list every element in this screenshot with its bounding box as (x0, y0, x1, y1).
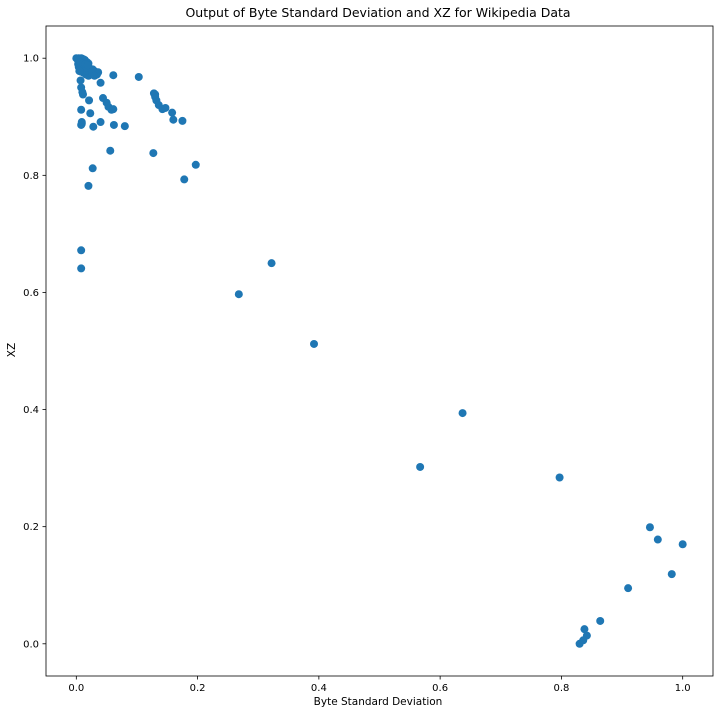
data-point (191, 160, 200, 169)
data-point (75, 67, 84, 76)
y-axis-ticks: 0.0 0.2 0.4 0.6 0.8 1.0 (23, 54, 46, 650)
data-point (310, 339, 319, 348)
data-point (678, 540, 687, 549)
data-point (83, 61, 92, 70)
y-tick-label: 0.4 (23, 405, 39, 416)
x-tick-label: 1.0 (675, 683, 691, 694)
data-point (109, 71, 118, 80)
data-point (653, 535, 662, 544)
data-point (134, 72, 143, 81)
data-point (76, 76, 85, 85)
data-point (96, 78, 105, 87)
data-point (85, 96, 94, 105)
data-point (645, 523, 654, 532)
data-point (267, 259, 276, 268)
data-point (109, 120, 118, 129)
data-point (180, 175, 189, 184)
data-point (169, 115, 178, 124)
plot-frame (45, 25, 714, 677)
data-point (667, 570, 676, 579)
data-point (580, 625, 589, 634)
data-point (96, 118, 105, 127)
chart-title: Output of Byte Standard Deviation and XZ… (185, 5, 570, 20)
data-points (72, 54, 687, 648)
data-point (149, 149, 158, 158)
data-point (77, 105, 86, 114)
data-point (555, 473, 564, 482)
data-point (120, 122, 129, 131)
data-point (168, 108, 177, 117)
data-point (78, 90, 87, 99)
data-point (109, 105, 118, 114)
y-tick-label: 0.6 (23, 288, 39, 299)
x-tick-label: 0.2 (190, 683, 206, 694)
y-tick-label: 0.0 (23, 639, 39, 650)
x-tick-label: 0.4 (311, 683, 327, 694)
data-point (596, 616, 605, 625)
data-point (84, 181, 93, 190)
data-point (89, 122, 98, 131)
data-point (88, 164, 97, 173)
x-tick-label: 0.8 (553, 683, 569, 694)
data-point (161, 103, 170, 112)
x-axis-label: Byte Standard Deviation (314, 696, 443, 708)
data-point (151, 90, 160, 99)
data-point (106, 146, 115, 155)
y-tick-label: 1.0 (23, 54, 39, 65)
y-tick-label: 0.8 (23, 171, 39, 182)
data-point (77, 118, 86, 127)
data-point (234, 290, 243, 299)
data-point (77, 264, 86, 273)
data-point (178, 116, 187, 125)
y-tick-label: 0.2 (23, 522, 39, 533)
data-point (624, 584, 633, 593)
data-point (416, 462, 425, 471)
data-point (579, 636, 588, 645)
data-point (86, 109, 95, 118)
data-point (458, 409, 467, 418)
x-tick-label: 0.0 (68, 683, 84, 694)
x-tick-label: 0.6 (432, 683, 448, 694)
y-axis-label: XZ (6, 343, 18, 357)
data-point (90, 71, 99, 80)
data-point (77, 246, 86, 255)
x-axis-ticks: 0.0 0.2 0.4 0.6 0.8 1.0 (68, 676, 691, 694)
